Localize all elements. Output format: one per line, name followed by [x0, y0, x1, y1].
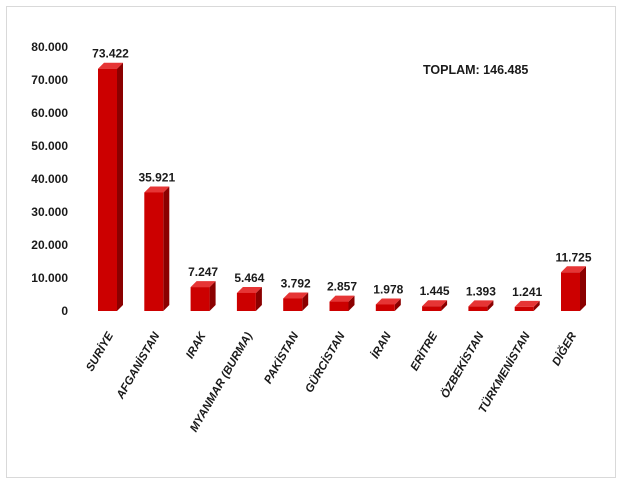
chart-frame: 0 10.000 20.000 30.000 40.000 50.000 60.000 70.…: [6, 6, 616, 478]
y-tick-label: 60.000: [31, 106, 68, 120]
y-tick-label: 0: [61, 304, 68, 318]
bar-front: [190, 287, 210, 311]
data-label: 1.241: [512, 285, 542, 299]
y-tick-label: 70.000: [31, 73, 68, 87]
category-label: SURİYE: [83, 330, 116, 374]
bar-side: [487, 300, 494, 311]
bar-front: [514, 306, 534, 311]
bar-side: [163, 186, 170, 311]
bar: [468, 300, 494, 311]
bar-front: [468, 306, 488, 311]
bar: [514, 300, 540, 311]
bars: [98, 62, 586, 312]
data-label: 1.445: [420, 284, 450, 298]
bar-front: [422, 306, 442, 311]
bar-top: [236, 286, 262, 293]
bar-top: [144, 186, 170, 193]
bar-side: [580, 266, 586, 311]
y-tick-label: 40.000: [31, 172, 68, 186]
data-label: 7.247: [188, 265, 218, 279]
bar: [236, 286, 262, 311]
bar-front: [283, 298, 303, 311]
category-label: ÖZBEKİSTAN: [438, 329, 487, 400]
y-tick-label: 20.000: [31, 238, 68, 252]
bar-side: [441, 300, 448, 311]
bar-side: [348, 295, 355, 311]
bar-front: [144, 192, 164, 311]
bar: [283, 292, 309, 311]
bar-side: [117, 62, 123, 312]
data-label: 2.857: [327, 280, 357, 294]
data-label: 1.393: [466, 284, 496, 298]
bar-top: [283, 292, 309, 299]
bar-top: [190, 281, 216, 288]
y-tick-label: 30.000: [31, 205, 68, 219]
bar-front: [236, 292, 256, 311]
category-label: ERİTRE: [408, 330, 441, 373]
bar: [561, 266, 586, 311]
y-axis: 0 10.000 20.000 30.000 40.000 50.000 60.000 70.…: [31, 40, 68, 318]
data-label: 11.725: [555, 250, 591, 264]
bar-side: [255, 286, 262, 311]
data-label: 1.978: [373, 282, 403, 296]
data-labels: 73.422 35.921 7.247 5.464 3.792 2.857 1.978 1.4…: [92, 47, 592, 299]
category-label: IRAK: [184, 330, 209, 361]
bar: [329, 295, 355, 311]
category-label: AFGANİSTAN: [113, 329, 162, 402]
bar-front: [98, 68, 117, 311]
bar-front: [561, 272, 580, 311]
y-tick-label: 80.000: [31, 40, 68, 54]
data-label: 73.422: [92, 47, 129, 61]
bar-front: [375, 304, 395, 311]
y-tick-label: 50.000: [31, 139, 68, 153]
category-label: TÜRKMENİSTAN: [476, 329, 533, 415]
data-label: 3.792: [281, 276, 311, 290]
bar: [375, 298, 401, 311]
data-label: 35.921: [138, 170, 175, 184]
bar-top: [561, 266, 586, 273]
category-label: DİĞER: [550, 329, 580, 368]
bar-top: [375, 298, 401, 305]
category-label: İRAN: [369, 329, 395, 360]
category-label: PAKİSTAN: [262, 329, 302, 386]
bar: [98, 62, 123, 312]
bar-top: [98, 62, 123, 69]
bar: [422, 300, 448, 311]
data-label: 5.464: [234, 271, 264, 285]
bar-chart: 0 10.000 20.000 30.000 40.000 50.000 60.000 70.…: [31, 40, 592, 434]
bar-top: [329, 295, 355, 302]
bar: [144, 186, 170, 311]
bar-side: [302, 292, 309, 311]
bar-top: [422, 300, 448, 307]
bar-side: [394, 298, 401, 311]
y-tick-label: 10.000: [31, 271, 68, 285]
bar-top: [468, 300, 494, 307]
bar-top: [514, 300, 540, 307]
bar-front: [329, 301, 349, 311]
bar-side: [209, 281, 216, 311]
total-annotation: TOPLAM: 146.485: [423, 63, 528, 77]
bar-side: [533, 300, 540, 311]
category-label: GÜRCİSTAN: [303, 329, 348, 395]
bar: [190, 281, 216, 311]
